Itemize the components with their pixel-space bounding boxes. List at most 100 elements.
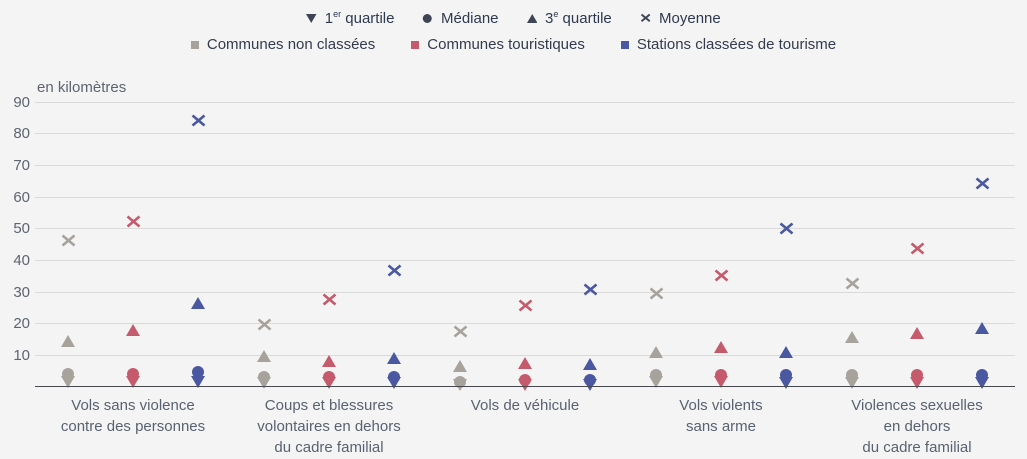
marker-median bbox=[191, 366, 205, 379]
y-tick-label: 40 bbox=[13, 251, 30, 269]
marker-q3 bbox=[257, 350, 271, 363]
triangle-up-icon bbox=[526, 13, 538, 23]
legend-item-mean-label: Moyenne bbox=[659, 10, 721, 27]
marker-q3 bbox=[518, 356, 532, 369]
marker-q3 bbox=[453, 359, 467, 372]
x-category-label: Vols sans violence contre des personnes bbox=[60, 397, 206, 435]
blue-square-icon bbox=[620, 40, 629, 49]
marker-median bbox=[61, 367, 75, 380]
marker-median bbox=[518, 374, 532, 387]
marker-q1 bbox=[975, 377, 989, 390]
legend-series-label: Stations classées de tourisme bbox=[636, 36, 837, 53]
plot-area bbox=[35, 101, 1015, 391]
marker-median bbox=[975, 369, 989, 382]
marker-median bbox=[779, 369, 793, 382]
marker-q1 bbox=[910, 377, 924, 390]
x-mark-icon bbox=[640, 13, 651, 23]
legend-item-stations-classees[interactable]: Stations classées de tourisme bbox=[620, 36, 837, 53]
marker-mean bbox=[322, 293, 337, 306]
marker-mean bbox=[649, 287, 664, 300]
marker-median bbox=[126, 367, 140, 380]
marker-median bbox=[257, 371, 271, 383]
marker-mean bbox=[257, 318, 272, 331]
marker-mean bbox=[975, 177, 990, 190]
legend-item-median[interactable]: Médiane bbox=[422, 9, 499, 27]
marker-q1 bbox=[126, 375, 140, 388]
marker-median bbox=[453, 375, 467, 388]
legend-item-q3-label: 3e quartile bbox=[545, 9, 612, 27]
marker-q3 bbox=[779, 345, 793, 358]
marker-q1 bbox=[191, 375, 205, 388]
y-axis-title: en kilomètres bbox=[37, 79, 127, 96]
marker-q3 bbox=[387, 352, 401, 364]
marker-q3 bbox=[191, 296, 205, 309]
gridline bbox=[35, 101, 1015, 103]
y-tick-label: 70 bbox=[13, 156, 30, 174]
marker-q3 bbox=[975, 321, 989, 334]
legend-statistics: 1er quartile Médiane 3e quartile Moyenne bbox=[0, 9, 1027, 27]
gridline bbox=[35, 354, 1015, 356]
marker-q3 bbox=[322, 355, 336, 368]
marker-mean bbox=[583, 283, 598, 296]
y-tick-label: 80 bbox=[13, 125, 30, 143]
gridline bbox=[35, 133, 1015, 135]
triangle-down-icon bbox=[306, 13, 317, 23]
circle-icon bbox=[422, 13, 433, 23]
legend-series: Communes non classées Communes touristiq… bbox=[0, 36, 1027, 53]
marker-median bbox=[845, 369, 859, 382]
legend-item-communes-non-classees[interactable]: Communes non classées bbox=[190, 36, 376, 53]
marker-q1 bbox=[779, 377, 793, 390]
legend-item-q3[interactable]: 3e quartile bbox=[526, 9, 612, 27]
gray-square-icon bbox=[190, 40, 199, 49]
legend-series-label: Communes touristiques bbox=[427, 36, 585, 53]
y-tick-label: 60 bbox=[13, 188, 30, 206]
x-axis-line bbox=[35, 385, 1015, 388]
marker-mean bbox=[910, 242, 925, 255]
marker-mean bbox=[191, 114, 206, 127]
marker-q3 bbox=[910, 326, 924, 339]
marker-mean bbox=[779, 222, 794, 235]
marker-q3 bbox=[583, 358, 597, 371]
marker-median bbox=[387, 371, 401, 383]
y-tick-label: 10 bbox=[13, 346, 30, 364]
marker-median bbox=[910, 369, 924, 382]
marker-mean bbox=[61, 234, 76, 247]
gridline bbox=[35, 259, 1015, 261]
gridline bbox=[35, 291, 1015, 293]
gridline bbox=[35, 196, 1015, 198]
x-axis: Vols sans violence contre des personnes Co… bbox=[35, 395, 1015, 459]
x-category-label: Vols violents sans arme bbox=[679, 397, 763, 435]
y-tick-label: 90 bbox=[13, 93, 30, 111]
red-square-icon bbox=[411, 40, 420, 49]
marker-q3 bbox=[61, 334, 75, 347]
x-category-label: Violences sexuelles en dehors du cadre fam… bbox=[851, 397, 983, 456]
marker-median bbox=[322, 371, 336, 383]
marker-q3 bbox=[714, 340, 728, 353]
marker-mean bbox=[387, 264, 402, 277]
legend-item-median-label: Médiane bbox=[440, 10, 499, 27]
y-tick-label: 50 bbox=[13, 220, 30, 238]
marker-mean bbox=[126, 215, 141, 228]
x-category-label: Vols de véhicule bbox=[470, 397, 580, 414]
legend-item-communes-touristiques[interactable]: Communes touristiques bbox=[411, 36, 585, 53]
marker-mean bbox=[845, 277, 860, 290]
gridline bbox=[35, 228, 1015, 230]
marker-median bbox=[649, 369, 663, 382]
marker-median bbox=[714, 369, 728, 382]
legend-series-label: Communes non classées bbox=[206, 36, 376, 53]
marker-q1 bbox=[61, 375, 75, 388]
marker-q3 bbox=[126, 323, 140, 336]
gridline bbox=[35, 323, 1015, 325]
marker-mean bbox=[714, 269, 729, 282]
legend-item-q1-label: 1er quartile bbox=[324, 9, 395, 27]
marker-mean bbox=[453, 325, 468, 338]
y-tick-label: 30 bbox=[13, 283, 30, 301]
gridline bbox=[35, 164, 1015, 166]
x-category-label: Coups et blessures volontaires en dehors d… bbox=[257, 397, 401, 456]
marker-q3 bbox=[649, 345, 663, 358]
marker-q1 bbox=[845, 377, 859, 390]
legend-item-q1[interactable]: 1er quartile bbox=[306, 9, 394, 27]
marker-mean bbox=[518, 299, 533, 312]
legend-item-mean[interactable]: Moyenne bbox=[640, 9, 721, 27]
